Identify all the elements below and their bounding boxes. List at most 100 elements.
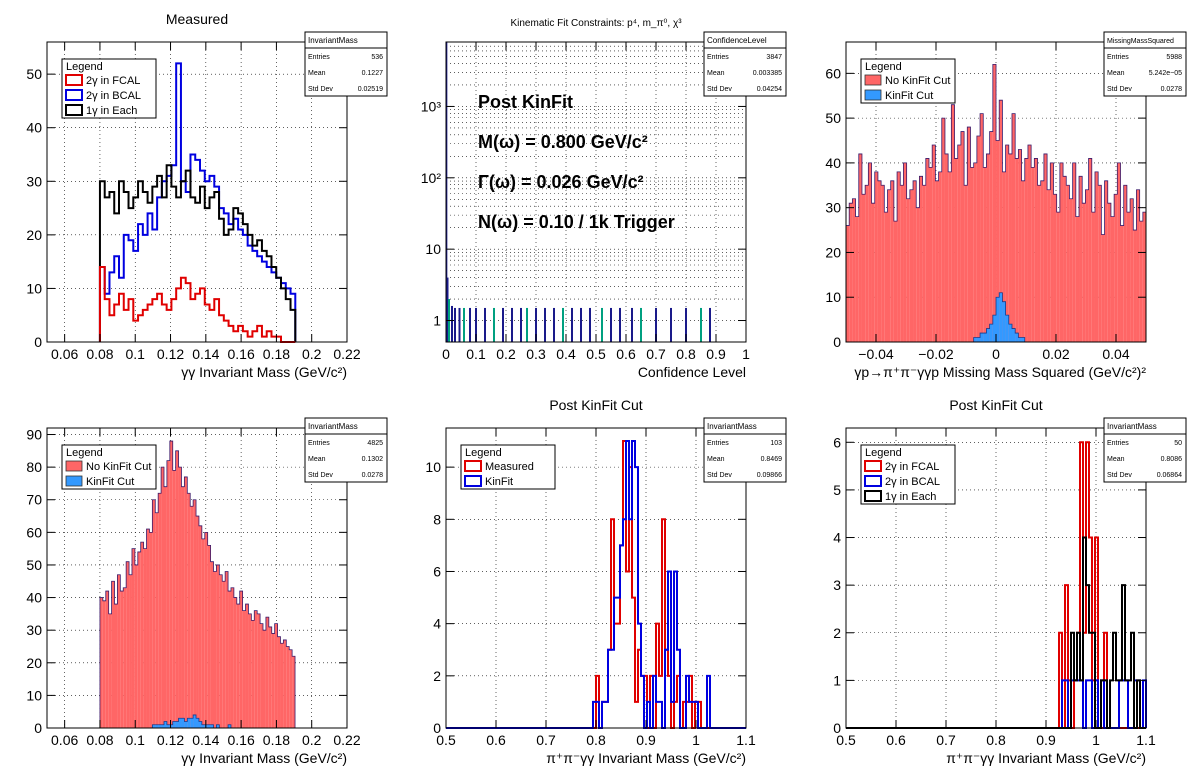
hist-bar bbox=[161, 467, 164, 728]
hist-bar bbox=[181, 486, 185, 728]
y-tick-label: 20 bbox=[825, 244, 841, 260]
legend-swatch bbox=[65, 74, 83, 86]
hist-bar bbox=[989, 324, 993, 342]
hist-bar bbox=[169, 724, 173, 728]
hist-bar bbox=[980, 113, 984, 343]
hist-bar bbox=[245, 604, 249, 728]
hist-bar bbox=[941, 118, 945, 342]
hist-bar bbox=[1021, 337, 1025, 342]
hist-bar bbox=[903, 162, 907, 342]
hist-bar bbox=[228, 724, 231, 728]
hist-bar bbox=[102, 600, 106, 728]
hist-bar bbox=[970, 167, 974, 342]
stats-key: Std Dev bbox=[308, 86, 333, 93]
hist-bar bbox=[1139, 221, 1143, 342]
stats-box: InvariantMass Entries 536 Mean 0.1227 Std Dev… bbox=[304, 31, 388, 97]
hist-bar bbox=[1008, 324, 1012, 342]
chart-title: Post KinFit Cut bbox=[949, 397, 1042, 413]
x-tick-label: 0.06 bbox=[51, 346, 78, 362]
hist-bar bbox=[1021, 180, 1025, 342]
hist-bar bbox=[897, 171, 901, 342]
hist-bar bbox=[855, 216, 859, 342]
y-tick-label: 10³ bbox=[421, 98, 442, 114]
hist-bar bbox=[846, 225, 850, 342]
legend-label: KinFit Cut bbox=[885, 90, 933, 102]
x-tick-label: 0.08 bbox=[86, 346, 113, 362]
y-tick-label: 10 bbox=[425, 459, 441, 475]
y-tick-label: 6 bbox=[833, 434, 841, 450]
y-tick-label: 40 bbox=[26, 590, 42, 606]
x-tick-label: 0.6 bbox=[886, 732, 906, 748]
x-tick-label: 0.3 bbox=[526, 346, 546, 362]
hist-bar bbox=[193, 499, 197, 728]
legend-title: Legend bbox=[66, 447, 103, 459]
legend-swatch bbox=[65, 475, 83, 487]
chart-panel-2: Post KinFit M(ω) = 0.800 GeV/c² Γ(ω) = 0.0… bbox=[398, 0, 796, 386]
x-axis-label: γp→π⁺π⁻γγp Missing Mass Squared (GeV/c²)… bbox=[854, 364, 1146, 380]
hist-bar bbox=[204, 532, 208, 728]
chart-panel-1: 0.06 0.08 0.1 0.12 0.14 0.16 0.18 0.2 0.22 0 10 20 3… bbox=[0, 0, 398, 386]
hist-bar bbox=[114, 604, 118, 728]
hist-bar bbox=[99, 597, 103, 728]
hist-bar bbox=[105, 591, 109, 728]
hist-bar bbox=[117, 574, 121, 728]
legend-swatch bbox=[864, 89, 882, 101]
x-tick-label: 0.9 bbox=[636, 732, 656, 748]
stats-box: MissingMassSquared Entries 5988 Mean 5.242e−… bbox=[1103, 31, 1187, 97]
stats-value: 0.04254 bbox=[757, 86, 782, 93]
y-tick-label: 2 bbox=[433, 668, 441, 684]
legend-label: No KinFit Cut bbox=[86, 461, 151, 473]
hist-bar bbox=[198, 721, 202, 728]
legend: Legend No KinFit Cut KinFit Cut bbox=[61, 444, 157, 490]
hist-bar bbox=[1085, 189, 1089, 342]
hist-bar bbox=[166, 724, 170, 728]
stats-key: Mean bbox=[308, 70, 326, 77]
hist-bar bbox=[222, 581, 226, 728]
hist-bar bbox=[980, 333, 984, 342]
hist-bar bbox=[986, 328, 990, 342]
legend-label: 1γ in Each bbox=[86, 105, 137, 117]
hist-bar bbox=[155, 512, 159, 728]
y-tick-label: 80 bbox=[26, 459, 42, 475]
hist-bar bbox=[1082, 203, 1086, 342]
hist-bar bbox=[219, 574, 223, 728]
hist-bar bbox=[999, 100, 1003, 342]
legend: Legend No KinFit Cut KinFit Cut bbox=[860, 58, 956, 104]
hist-bar bbox=[1056, 212, 1060, 342]
hist-bar bbox=[893, 221, 898, 342]
hist-bar bbox=[207, 545, 211, 728]
hist-bar bbox=[172, 470, 176, 728]
chart-svg: 0.5 0.6 0.7 0.8 0.9 1 1.1 0 2 4 6 8 10 π⁺π⁻γγ Invaria… bbox=[425, 397, 787, 766]
hist-bar bbox=[108, 613, 112, 728]
hist-bar bbox=[1114, 194, 1118, 342]
legend: Legend Measured KinFit bbox=[460, 444, 556, 490]
hist-bar bbox=[260, 623, 263, 728]
x-tick-label: −0.02 bbox=[918, 346, 954, 362]
y-tick-label: 2 bbox=[833, 625, 841, 641]
hist-bar bbox=[201, 724, 205, 728]
stats-value: 0.06864 bbox=[1157, 472, 1182, 479]
y-tick-label: 0 bbox=[34, 720, 42, 736]
hist-bar bbox=[129, 574, 132, 728]
hist-bar bbox=[1133, 230, 1137, 342]
legend-swatch bbox=[864, 475, 882, 487]
x-tick-label: 0 bbox=[442, 346, 450, 362]
hist-bar bbox=[1072, 162, 1076, 342]
hist-bar bbox=[254, 610, 258, 728]
stats-value: 536 bbox=[371, 54, 383, 61]
hist-bar bbox=[239, 591, 243, 728]
hist-bar bbox=[1011, 328, 1016, 342]
y-tick-label: 0 bbox=[833, 334, 841, 350]
legend-label: 2γ in FCAL bbox=[885, 461, 939, 473]
axes: 0.5 0.6 0.7 0.8 0.9 1 1.1 0 2 4 6 8 10 bbox=[425, 428, 756, 748]
x-tick-label: 1.1 bbox=[736, 732, 756, 748]
chart-title: Kinematic Fit Constraints: p⁴, m_π⁰, χ³ bbox=[510, 18, 682, 29]
hist-bar bbox=[225, 571, 229, 728]
x-tick-label: 0.9 bbox=[1036, 732, 1056, 748]
y-tick-label: 20 bbox=[26, 227, 42, 243]
y-tick-label: 1 bbox=[833, 672, 841, 688]
hist-bar bbox=[1117, 162, 1121, 342]
x-tick-label: 0.12 bbox=[157, 732, 184, 748]
stats-key: Std Dev bbox=[707, 86, 732, 93]
hist-bar bbox=[871, 203, 875, 342]
